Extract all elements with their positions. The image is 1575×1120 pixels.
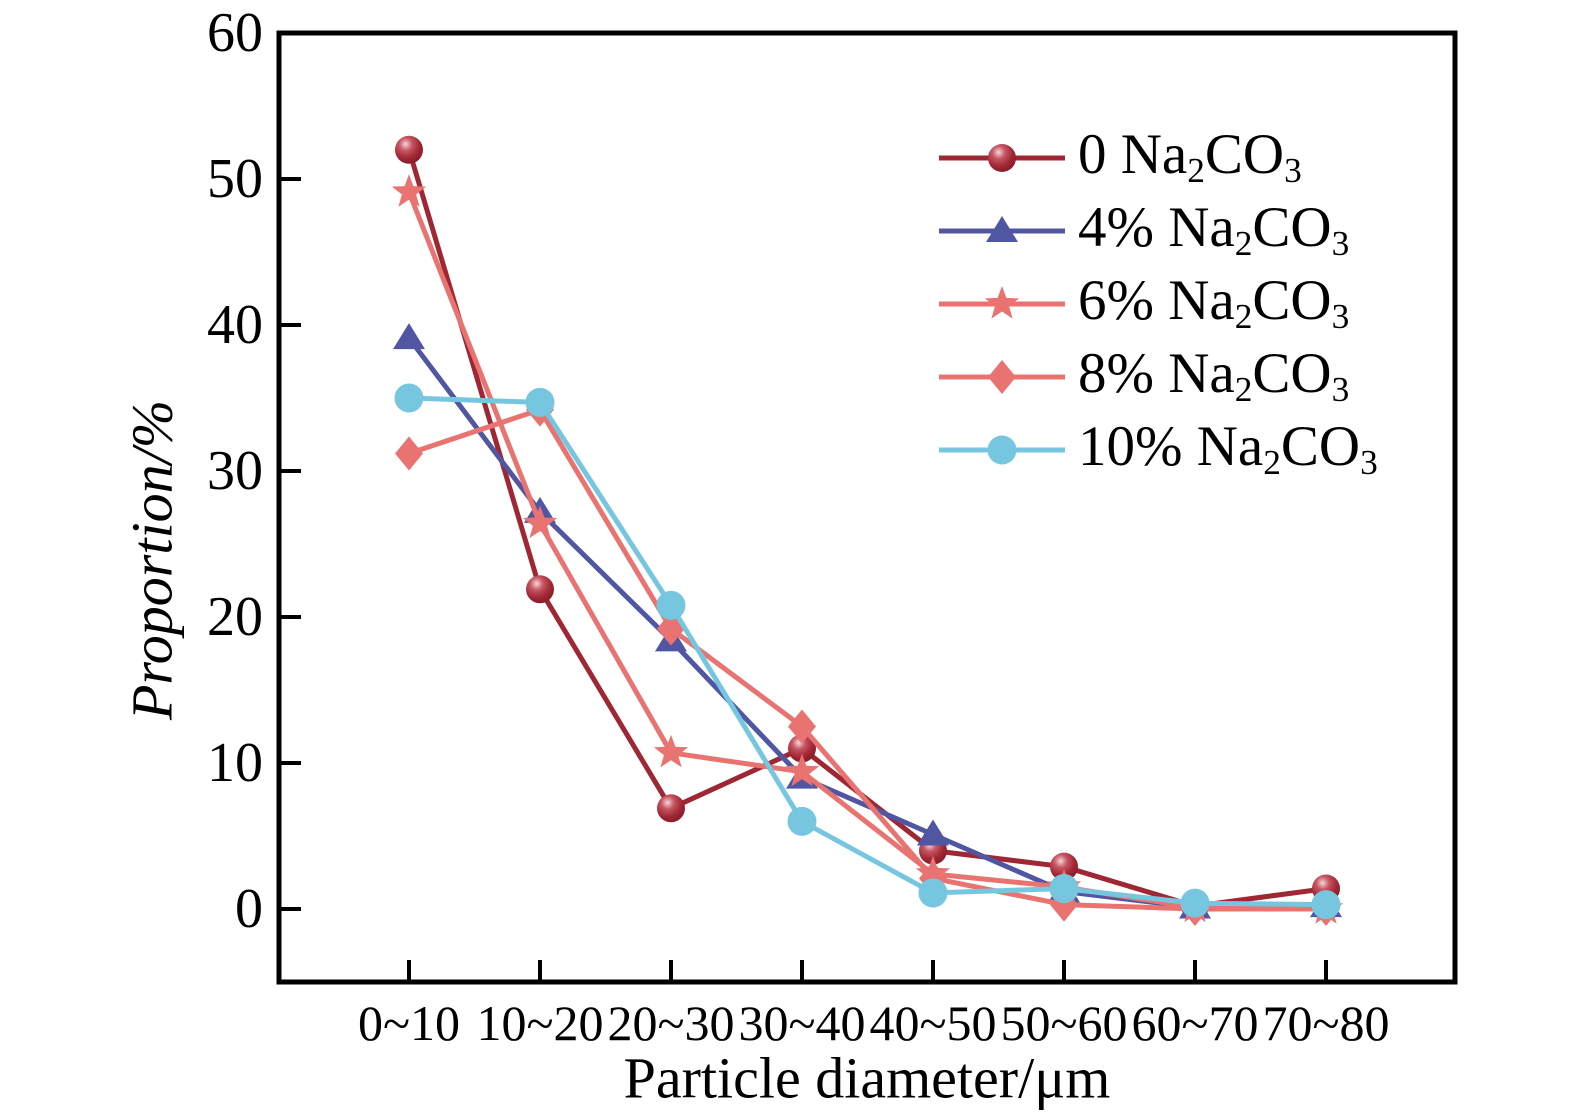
legend-marker [988,143,1016,172]
data-point-marker [394,383,424,413]
series-line [406,191,1327,912]
data-point-marker [526,575,554,604]
legend-item-8-na2co3: 8% Na2CO3 [936,340,1378,413]
data-point-marker [522,505,558,539]
data-point-marker [395,135,423,164]
legend-label: 4% Na2CO3 [1078,196,1350,264]
data-point-marker [395,436,423,471]
x-axis-ticks: 0~10 10~20 20~30 30~40 40~50 50~60 60~70 70~80 [358,960,1390,1051]
y-axis-title: Proportion/% [119,399,185,721]
data-point-marker [653,734,689,768]
legend-item-10-na2co3: 10% Na2CO3 [936,413,1378,486]
y-axis-ticks: 0 10 20 30 40 50 60 [207,2,301,940]
legend-item-6-na2co3: 6% Na2CO3 [936,267,1378,340]
legend-swatch [939,143,1065,172]
data-point-marker [393,323,425,350]
x-tick-label: 20~30 [607,995,734,1051]
series-line [408,407,1326,912]
data-point-marker [1050,852,1078,881]
series-10-na2co3 [394,383,1341,920]
legend-item-0-na2co3: 0 Na2CO3 [936,121,1378,194]
legend-marker [984,285,1020,319]
y-tick-label: 20 [207,586,263,648]
data-point-marker [525,387,555,417]
data-point-marker [391,174,427,207]
legend-marker [986,215,1018,242]
x-axis-title: Particle diameter/μm [623,1045,1111,1111]
y-tick-label: 60 [207,2,263,64]
legend-label: 6% Na2CO3 [1078,269,1350,337]
plot-box [276,30,1458,985]
x-tick-label: 0~10 [358,995,460,1051]
legend-label: 10% Na2CO3 [1078,415,1378,483]
data-point-marker [917,819,949,846]
x-tick-label: 10~20 [476,995,603,1051]
x-tick-label: 30~40 [738,995,865,1051]
legend-item-4-na2co3: 4% Na2CO3 [936,194,1378,267]
legend-swatch [939,285,1065,319]
data-point-marker [788,709,816,744]
data-point-marker [788,734,816,763]
data-point-marker [1180,888,1210,918]
series-line [408,395,1327,908]
data-point-marker [787,806,817,836]
x-tick-label: 70~80 [1262,995,1389,1051]
data-point-marker [784,753,820,787]
y-tick-label: 50 [207,148,263,210]
data-point-marker [918,878,948,908]
legend-swatch [939,435,1065,464]
legend-label: 8% Na2CO3 [1078,342,1350,410]
data-point-marker [656,590,686,620]
legend-swatch [939,359,1065,394]
x-tick-label: 50~60 [1000,995,1127,1051]
y-tick-label: 40 [207,294,263,356]
legend-swatch [939,215,1065,242]
y-tick-label: 10 [207,732,263,794]
data-point-marker [1311,890,1341,920]
data-point-marker [657,794,685,823]
x-tick-label: 40~50 [869,995,996,1051]
legend-marker [987,435,1017,464]
legend: 0 Na2CO3 4% Na2CO3 6% Na2CO3 8% Na2CO3 10% N… [936,121,1378,486]
y-tick-label: 0 [235,878,263,940]
x-tick-label: 60~70 [1131,995,1258,1051]
legend-marker [988,359,1016,394]
legend-label: 0 Na2CO3 [1078,123,1302,191]
data-point-marker [1049,874,1079,904]
y-tick-label: 30 [207,440,263,502]
